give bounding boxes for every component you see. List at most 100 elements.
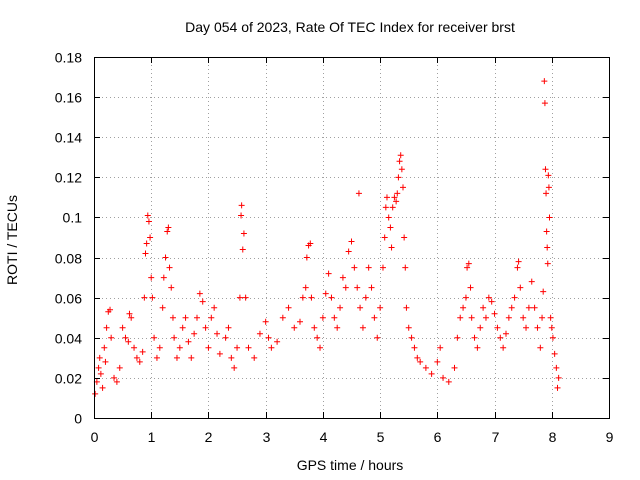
data-point [322,290,329,297]
y-tick-label: 0.04 [55,331,82,347]
data-point [402,264,409,271]
data-point [454,334,461,341]
data-point [393,198,400,205]
data-point [480,304,487,311]
data-point [368,284,375,291]
data-point [160,274,167,281]
data-point [362,294,369,301]
data-point [388,244,395,251]
x-tick-label: 0 [91,429,99,445]
data-point [365,264,372,271]
data-point [308,294,315,301]
data-point [488,298,495,305]
y-axis-label: ROTI / TECUs [4,195,20,285]
data-point [417,358,424,365]
data-point [165,224,172,231]
data-point [133,354,140,361]
x-tick-label: 7 [492,429,500,445]
data-point [525,304,532,311]
data-point [545,184,552,191]
data-point [141,294,148,301]
plot-frame [94,57,610,419]
x-tick-label: 6 [434,429,442,445]
data-point [546,214,553,221]
data-point [205,344,212,351]
data-point [164,228,171,235]
data-points [92,78,562,397]
data-point [151,334,158,341]
data-point [457,314,464,321]
data-point [537,344,544,351]
data-point [411,344,418,351]
y-tick-label: 0.1 [63,210,83,226]
data-point [97,370,104,377]
data-point [131,344,138,351]
data-point [188,354,195,361]
y-tick-label: 0.02 [55,371,82,387]
data-point [508,304,515,311]
data-point [265,334,272,341]
data-point [355,190,362,197]
data-point [107,306,114,313]
data-point [541,100,548,107]
data-point [122,334,129,341]
data-point [408,334,415,341]
data-point [403,304,410,311]
data-point [317,344,324,351]
data-point [359,324,366,331]
data-point [159,304,166,311]
data-point [394,190,401,197]
data-point [549,334,556,341]
data-point [555,374,562,381]
x-axis-label: GPS time / hours [297,457,404,473]
data-point [166,264,173,271]
data-point [231,364,238,371]
data-point [534,324,541,331]
data-point [515,258,522,265]
data-point [428,370,435,377]
data-point [389,204,396,211]
data-point [126,310,133,317]
data-point [485,294,492,301]
data-point [307,240,314,247]
data-point [208,314,215,321]
data-point [139,348,146,355]
data-point [144,212,151,219]
data-point [382,204,389,211]
y-tick-label: 0.06 [55,291,82,307]
data-point [374,334,381,341]
data-point [238,212,245,219]
data-point [196,290,203,297]
data-point [142,250,149,257]
data-point [494,324,501,331]
data-point [434,358,441,365]
data-point [401,234,408,241]
data-point [385,214,392,221]
data-point [251,354,258,361]
data-point [348,238,355,245]
data-point [262,318,269,325]
data-point [464,264,471,271]
data-point [128,314,135,321]
y-tick-label: 0.16 [55,90,82,106]
data-point [274,338,281,345]
data-point [328,294,335,301]
x-tick-label: 5 [377,429,385,445]
data-point [216,350,223,357]
data-point [297,318,303,325]
data-point [357,304,364,311]
data-point [451,364,458,371]
data-point [547,314,554,321]
data-point [149,294,156,301]
y-tick-label: 0.14 [55,130,82,146]
data-point [400,184,406,191]
data-point [279,314,286,321]
data-point [500,344,507,351]
x-tick-label: 9 [606,429,614,445]
data-point [234,344,241,351]
data-point [171,334,178,341]
data-point [173,354,180,361]
data-point [325,270,332,277]
data-point [314,334,321,341]
